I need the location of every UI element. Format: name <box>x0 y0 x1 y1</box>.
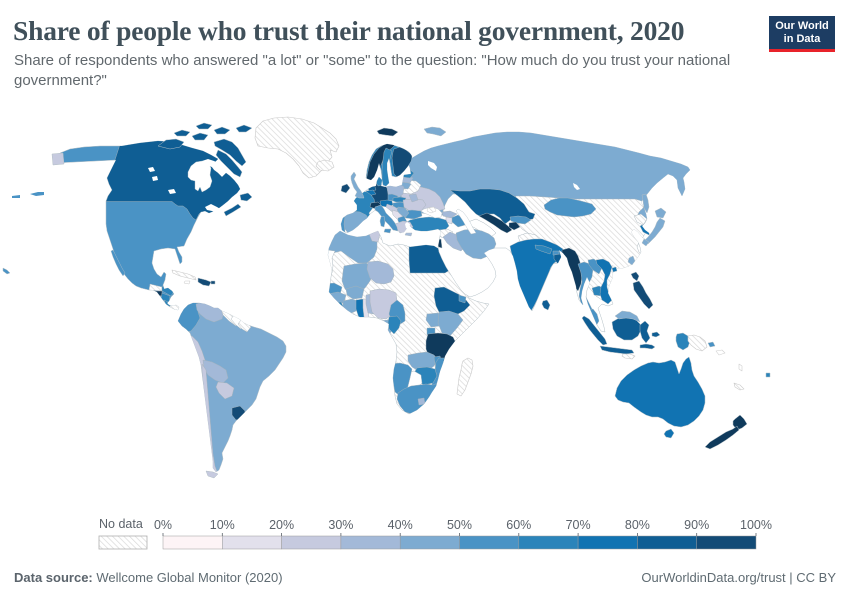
svg-text:50%: 50% <box>447 518 472 532</box>
svg-text:60%: 60% <box>506 518 531 532</box>
svg-text:90%: 90% <box>684 518 709 532</box>
svg-text:40%: 40% <box>388 518 413 532</box>
svg-text:30%: 30% <box>328 518 353 532</box>
svg-text:10%: 10% <box>210 518 235 532</box>
svg-text:80%: 80% <box>625 518 650 532</box>
svg-text:20%: 20% <box>269 518 294 532</box>
svg-text:100%: 100% <box>740 518 772 532</box>
svg-text:70%: 70% <box>566 518 591 532</box>
svg-text:0%: 0% <box>154 518 172 532</box>
